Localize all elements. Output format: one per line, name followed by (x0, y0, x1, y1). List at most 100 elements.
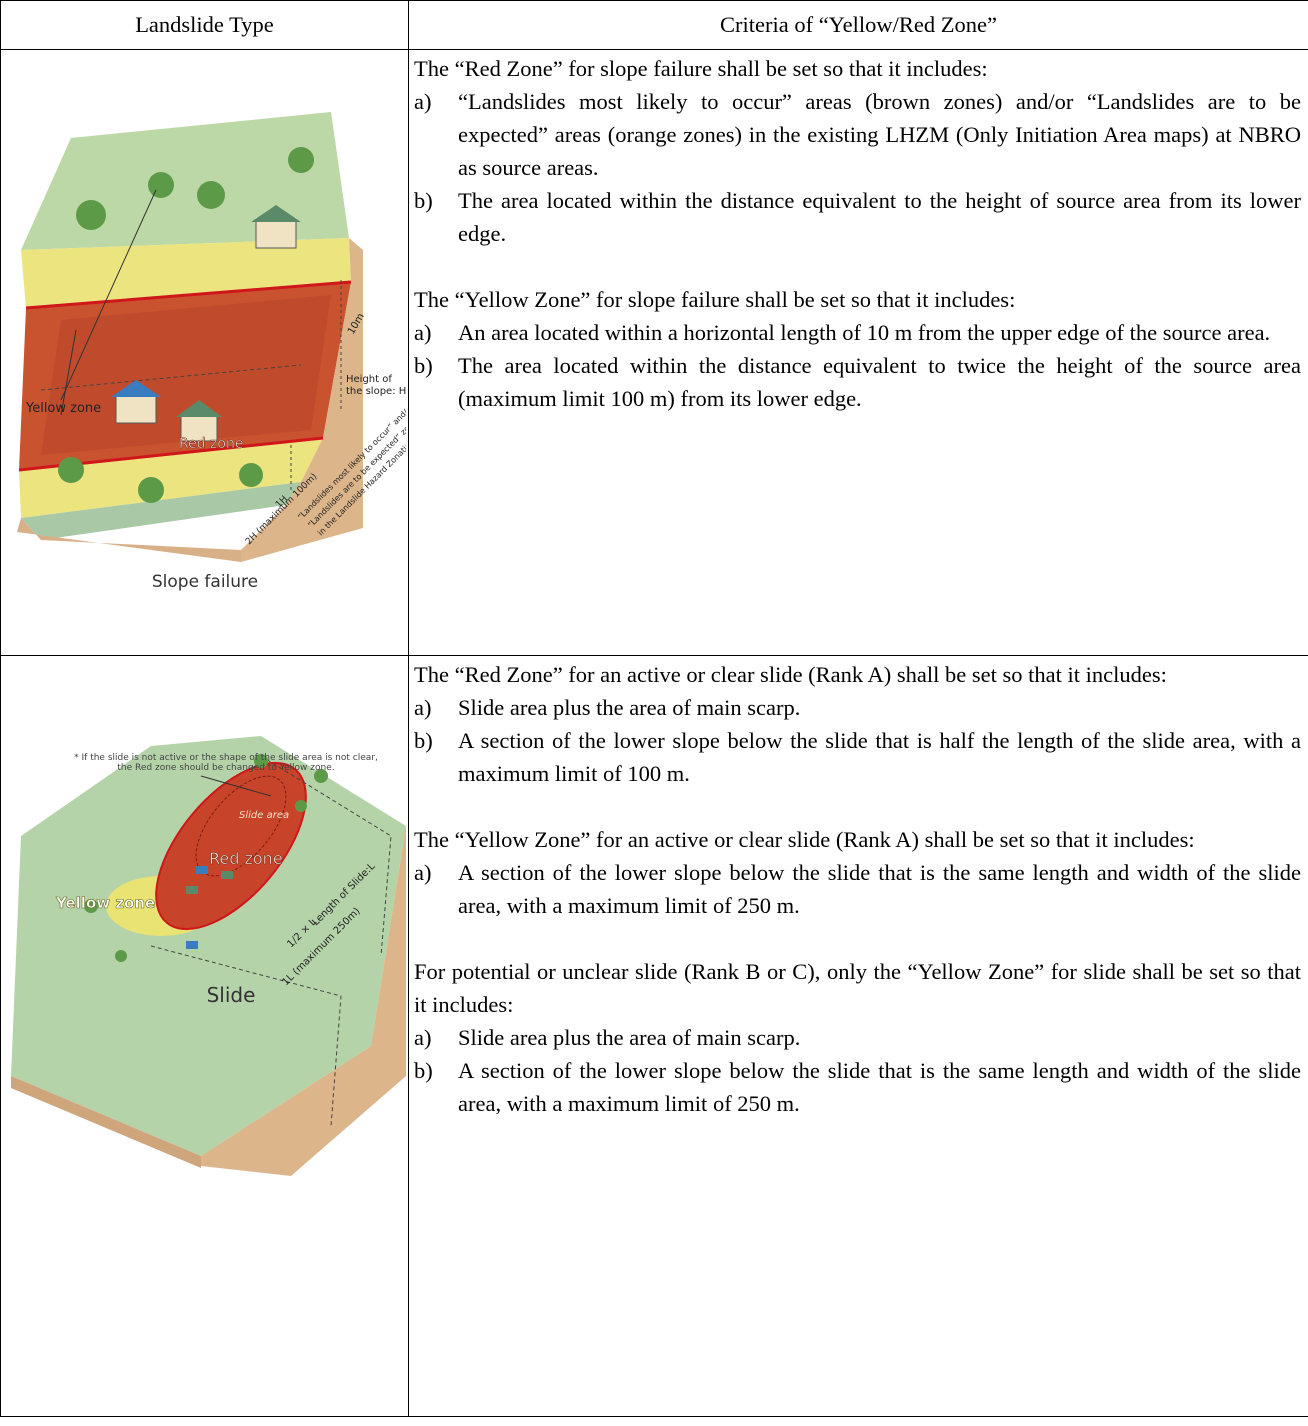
criteria-item: b) A section of the lower slope below the… (414, 1054, 1301, 1120)
illustration-shape (115, 394, 157, 424)
illustration-shape (21, 112, 349, 250)
figure-label: Red zone (209, 849, 283, 868)
criteria-intro: The “Red Zone” for slope failure shall b… (414, 56, 988, 81)
item-text: A section of the lower slope below the s… (458, 728, 1301, 786)
illustration-shape (196, 866, 208, 874)
item-marker: b) (414, 353, 433, 378)
illustration-shape (180, 414, 218, 442)
criteria-block: The “Yellow Zone” for slope failure shal… (414, 283, 1301, 415)
item-text: “Landslides most likely to occur” areas … (458, 89, 1301, 180)
illustration-shape (295, 800, 307, 812)
slope-failure-figure: Yellow zone Red zone 10m Height of the s… (17, 112, 430, 592)
item-marker: a) (414, 695, 432, 720)
illustration-shape (255, 219, 297, 249)
criteria-item: b) The area located within the distance e… (414, 349, 1301, 415)
item-marker: a) (414, 320, 432, 345)
figure-label: the slope: H (346, 386, 406, 397)
criteria-intro: For potential or unclear slide (Rank B o… (414, 959, 1301, 1017)
criteria-block: The “Yellow Zone” for an active or clear… (414, 823, 1301, 922)
illustration-shape (186, 886, 198, 894)
figure-label: Height of (346, 374, 392, 385)
criteria-item: a) A section of the lower slope below the… (414, 856, 1301, 922)
figure-caption: Slide (207, 983, 256, 1007)
illustration-shape (25, 280, 352, 310)
figure-label: Slide area (239, 810, 289, 821)
criteria-item: a) “Landslides most likely to occur” area… (414, 85, 1301, 184)
criteria-intro: The “Yellow Zone” for an active or clear… (414, 827, 1195, 852)
figure-label: Red zone (179, 436, 243, 452)
header-row: Landslide Type Criteria of “Yellow/Red Z… (0, 0, 1308, 50)
illustration-shape (60, 189, 157, 401)
item-text: A section of the lower slope below the s… (458, 1058, 1301, 1116)
figure-label: Yellow zone (55, 894, 155, 912)
illustration-shape (76, 200, 106, 230)
illustration-shape (241, 238, 363, 562)
illustration-shape (186, 941, 198, 949)
figure-label: * If the slide is not active or the shap… (74, 753, 378, 763)
table-row: * If the slide is not active or the shap… (0, 655, 1308, 1417)
illustration-shape (41, 295, 331, 455)
illustration-shape (288, 147, 314, 173)
figure-cell: Yellow zone Red zone 10m Height of the s… (0, 49, 430, 656)
table-row: Yellow zone Red zone 10m Height of the s… (0, 49, 1308, 656)
item-marker: a) (414, 89, 432, 114)
illustration-shape (17, 518, 241, 562)
illustration-shape (11, 736, 406, 1156)
illustration-shape (251, 205, 301, 222)
item-marker: b) (414, 1058, 433, 1083)
criteria-item: a) An area located within a horizontal le… (414, 316, 1301, 349)
criteria-item: b) A section of the lower slope below the… (414, 724, 1301, 790)
illustration-shape (111, 380, 161, 397)
criteria-item: a) Slide area plus the area of main scarp… (414, 691, 1301, 724)
item-text: The area located within the distance equ… (458, 353, 1301, 411)
criteria-block: For potential or unclear slide (Rank B o… (414, 955, 1301, 1120)
illustration-shape (21, 482, 301, 540)
illustration-shape (260, 755, 392, 957)
illustration-shape (239, 463, 263, 487)
item-text: Slide area plus the area of main scarp. (458, 695, 801, 720)
illustration-shape (176, 400, 222, 417)
illustration-shape (197, 181, 225, 209)
criteria-item: b) The area located within the distance e… (414, 184, 1301, 250)
illustration-shape (200, 775, 272, 797)
item-text: Slide area plus the area of main scarp. (458, 1025, 801, 1050)
figure-cell: * If the slide is not active or the shap… (0, 655, 409, 1417)
illustration-shape (58, 457, 84, 483)
criteria-cell: The “Red Zone” for an active or clear sl… (408, 655, 1308, 1417)
criteria-intro: The “Red Zone” for an active or clear sl… (414, 662, 1167, 687)
illustration-shape (148, 172, 174, 198)
illustration-shape (19, 438, 323, 518)
slide-figure: * If the slide is not active or the shap… (11, 736, 406, 1176)
figure-label: the Red zone should be changed to Yellow… (117, 763, 334, 773)
illustration-shape (40, 364, 302, 391)
illustration-shape (21, 238, 351, 308)
illustration-shape (314, 769, 328, 783)
illustration-shape (84, 899, 98, 913)
item-text: A section of the lower slope below the s… (458, 860, 1301, 918)
criteria-cell: The “Red Zone” for slope failure shall b… (408, 49, 1308, 656)
item-marker: b) (414, 188, 433, 213)
criteria-block: The “Red Zone” for an active or clear sl… (414, 658, 1301, 790)
illustration-shape (11, 1076, 201, 1168)
illustration-shape (60, 329, 77, 416)
illustration-shape (221, 871, 233, 879)
item-marker: a) (414, 1025, 432, 1050)
illustration-shape (254, 754, 268, 768)
item-marker: a) (414, 860, 432, 885)
item-text: The area located within the distance equ… (458, 188, 1301, 246)
item-text: An area located within a horizontal leng… (458, 320, 1271, 345)
header-cell: Criteria of “Yellow/Red Zone” (408, 0, 1308, 50)
figure-label: Yellow zone (25, 401, 101, 416)
illustration-shape (201, 826, 406, 1176)
criteria-block: The “Red Zone” for slope failure shall b… (414, 52, 1301, 250)
figure-caption: Slope failure (152, 572, 258, 592)
header-cell: Landslide Type (0, 0, 409, 50)
illustration-shape (138, 477, 164, 503)
illustration-shape (115, 950, 127, 962)
criteria-intro: The “Yellow Zone” for slope failure shal… (414, 287, 1016, 312)
illustration-shape (150, 945, 342, 1127)
item-marker: b) (414, 728, 433, 753)
criteria-item: a) Slide area plus the area of main scarp… (414, 1021, 1301, 1054)
